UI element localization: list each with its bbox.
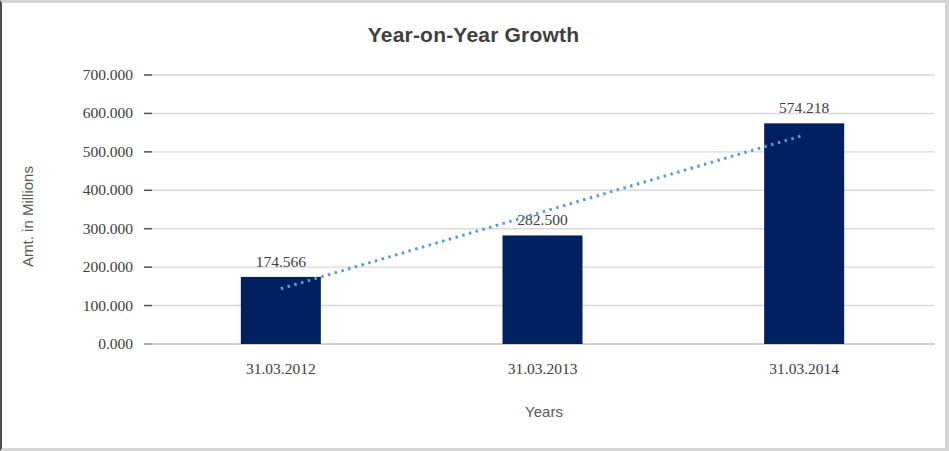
y-tick-label: 200.000 bbox=[83, 258, 134, 275]
y-tick-label: 500.000 bbox=[83, 143, 134, 160]
y-tick-label: 600.000 bbox=[83, 104, 134, 121]
category-label: 31.03.2013 bbox=[508, 360, 578, 377]
chart-container: Year-on-Year Growth Amt. in Millions 0.0… bbox=[0, 0, 949, 451]
bar-data-label: 174.566 bbox=[256, 253, 307, 270]
y-tick-label: 0.000 bbox=[98, 335, 133, 352]
bar-data-label: 574.218 bbox=[779, 99, 830, 116]
bar bbox=[503, 235, 583, 344]
y-tick-label: 400.000 bbox=[83, 181, 134, 198]
bar bbox=[241, 277, 321, 344]
y-tick-label: 300.000 bbox=[83, 220, 134, 237]
y-tick-label: 700.000 bbox=[83, 66, 134, 83]
category-label: 31.03.2014 bbox=[769, 360, 839, 377]
x-axis-title: Years bbox=[150, 403, 938, 420]
bar-data-label: 282.500 bbox=[517, 211, 568, 228]
category-label: 31.03.2012 bbox=[246, 360, 316, 377]
plot-area: 0.000 100.000 200.000 300.000 400.000 500.000… bbox=[2, 3, 945, 448]
bar bbox=[764, 123, 844, 344]
y-tick-label: 100.000 bbox=[83, 297, 134, 314]
